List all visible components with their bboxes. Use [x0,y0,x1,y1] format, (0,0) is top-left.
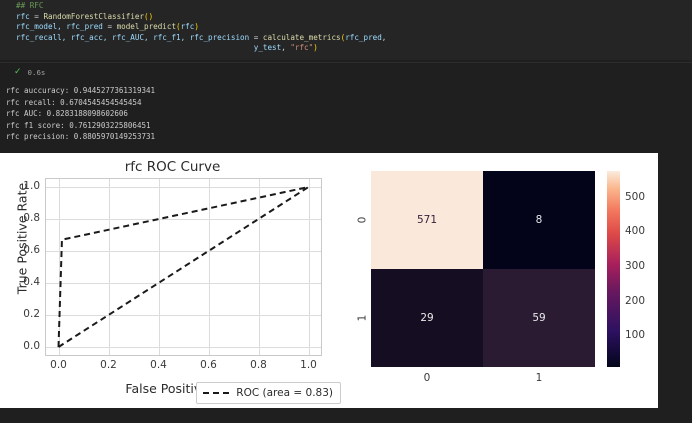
code-token: ) [194,22,199,32]
confusion-matrix-grid: 571 8 29 59 [371,171,595,367]
roc-series-layer [57,186,310,348]
code-token: , [381,32,387,42]
colorbar-tick: 100 [625,329,646,342]
confusion-matrix-cell: 8 [483,171,595,269]
matplotlib-figure: rfc ROC Curve True Positive Rate False P… [0,153,658,408]
code-token: rfc_recall, rfc_acc, rfc_AUC, rfc_f1, rf… [16,32,254,42]
code-token: rfc_pred [345,32,382,42]
execution-time: 0.6s [27,67,46,77]
roc-y-axis-label: True Positive Rate [14,182,30,295]
code-token: ( [340,32,346,42]
roc-legend: ROC (area = 0.83) [196,382,341,404]
code-token: = [253,32,263,42]
roc-x-tick: 0.6 [200,359,217,371]
roc-x-tick: 0.0 [50,359,67,371]
roc-series-line [57,186,309,348]
code-token: "rfc" [290,43,314,53]
output-line: rfc AUC: 0.8283188098602606 [6,109,128,119]
code-token: rfc [16,11,35,21]
code-token: ( [176,22,181,32]
roc-x-tick: 0.4 [150,359,167,371]
gridline-vertical [108,179,110,355]
confusion-matrix-cell: 59 [483,269,595,367]
code-token: = [107,22,117,32]
roc-plot-area [45,178,322,356]
code-token: rfc_model, rfc_pred [16,22,108,32]
confusion-matrix-cell: 29 [371,269,483,367]
code-line: ## RFC [16,1,692,12]
confusion-matrix-cell: 571 [371,171,483,269]
gridline-vertical [308,179,310,355]
code-token: ## RFC [16,1,44,10]
output-line: rfc f1 score: 0.7612903225806451 [6,120,151,130]
roc-curve-chart: rfc ROC Curve True Positive Rate False P… [0,153,345,408]
colorbar-tick: 200 [625,294,646,307]
gridline-horizontal [46,347,321,348]
gridline-vertical [208,179,210,355]
cm-x-tick: 1 [535,372,543,384]
code-token: model_predict [116,22,177,32]
roc-x-tick: 0.2 [100,359,117,371]
code-token: y_test [253,43,282,53]
legend-label: ROC (area = 0.83) [236,387,333,399]
gridline-horizontal [46,315,321,316]
legend-line-icon [203,392,230,394]
roc-series-line [57,186,310,348]
execution-status: ✓ 0.6s [0,62,692,82]
code-cell[interactable]: ## RFC rfc = RandomForestClassifier() rfc_… [0,0,692,60]
code-editor[interactable]: ## RFC rfc = RandomForestClassifier() rfc_… [0,0,692,56]
output-line: rfc precision: 0.8805970149253731 [6,132,156,142]
colorbar [607,171,620,367]
code-token: calculate_metrics [262,32,341,42]
code-line: rfc_recall, rfc_acc, rfc_AUC, rfc_f1, rf… [16,33,692,44]
cm-y-tick: 1 [356,314,369,322]
roc-x-tick: 1.0 [300,359,317,371]
gridline-horizontal [46,251,321,252]
colorbar-tick: 400 [625,225,646,238]
cell-divider [0,61,692,63]
roc-chart-title: rfc ROC Curve [124,159,221,175]
code-token: , [281,43,291,53]
code-line: rfc = RandomForestClassifier() [16,12,692,23]
check-icon: ✓ [14,66,22,77]
gridline-horizontal [46,219,321,220]
cm-y-tick: 0 [356,216,369,224]
gridline-vertical [58,179,60,355]
gridline-vertical [158,179,160,355]
gridline-horizontal [46,283,321,284]
colorbar-tick: 300 [625,260,646,273]
code-token: = [34,11,44,21]
gridline-vertical [258,179,260,355]
gridline-horizontal [46,187,321,188]
confusion-matrix-chart: 571 8 29 59 0 1 0 1 100 200 300 400 500 [345,153,658,408]
code-token [16,43,254,52]
cm-x-tick: 0 [423,372,431,384]
code-token: ) [313,43,318,53]
output-line: rfc recall: 0.6704545454545454 [6,97,142,107]
code-token: rfc [180,22,195,32]
code-token: RandomForestClassifier [43,11,145,21]
cell-text-output: rfc auccuracy: 0.9445277361319341 rfc rec… [0,81,692,149]
code-token: () [144,11,154,21]
output-line: rfc auccuracy: 0.9445277361319341 [6,85,156,95]
code-line: rfc_model, rfc_pred = model_predict(rfc) [16,22,692,33]
colorbar-tick: 500 [625,190,646,203]
code-line: y_test, "rfc") [16,43,692,54]
cell-figure-output: rfc ROC Curve True Positive Rate False P… [0,153,692,423]
roc-x-tick: 0.8 [250,359,267,371]
